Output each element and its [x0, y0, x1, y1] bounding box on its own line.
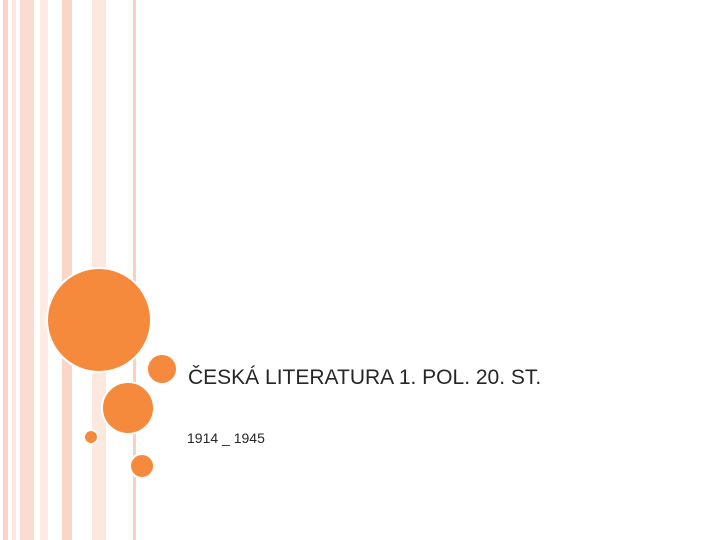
stripe [133, 0, 136, 540]
stripe [40, 0, 48, 540]
circle [46, 267, 152, 373]
stripe [12, 0, 16, 540]
slide-title: ČESKÁ LITERATURA 1. POL. 20. ST. [188, 366, 541, 389]
circle [129, 453, 155, 479]
circle [101, 381, 155, 435]
stripe [20, 0, 34, 540]
decor-circles [46, 267, 178, 479]
circle [146, 353, 178, 385]
circle [83, 429, 99, 445]
stripe [62, 0, 72, 540]
slide-subtitle: 1914 _ 1945 [187, 430, 265, 446]
stripe [3, 0, 8, 540]
